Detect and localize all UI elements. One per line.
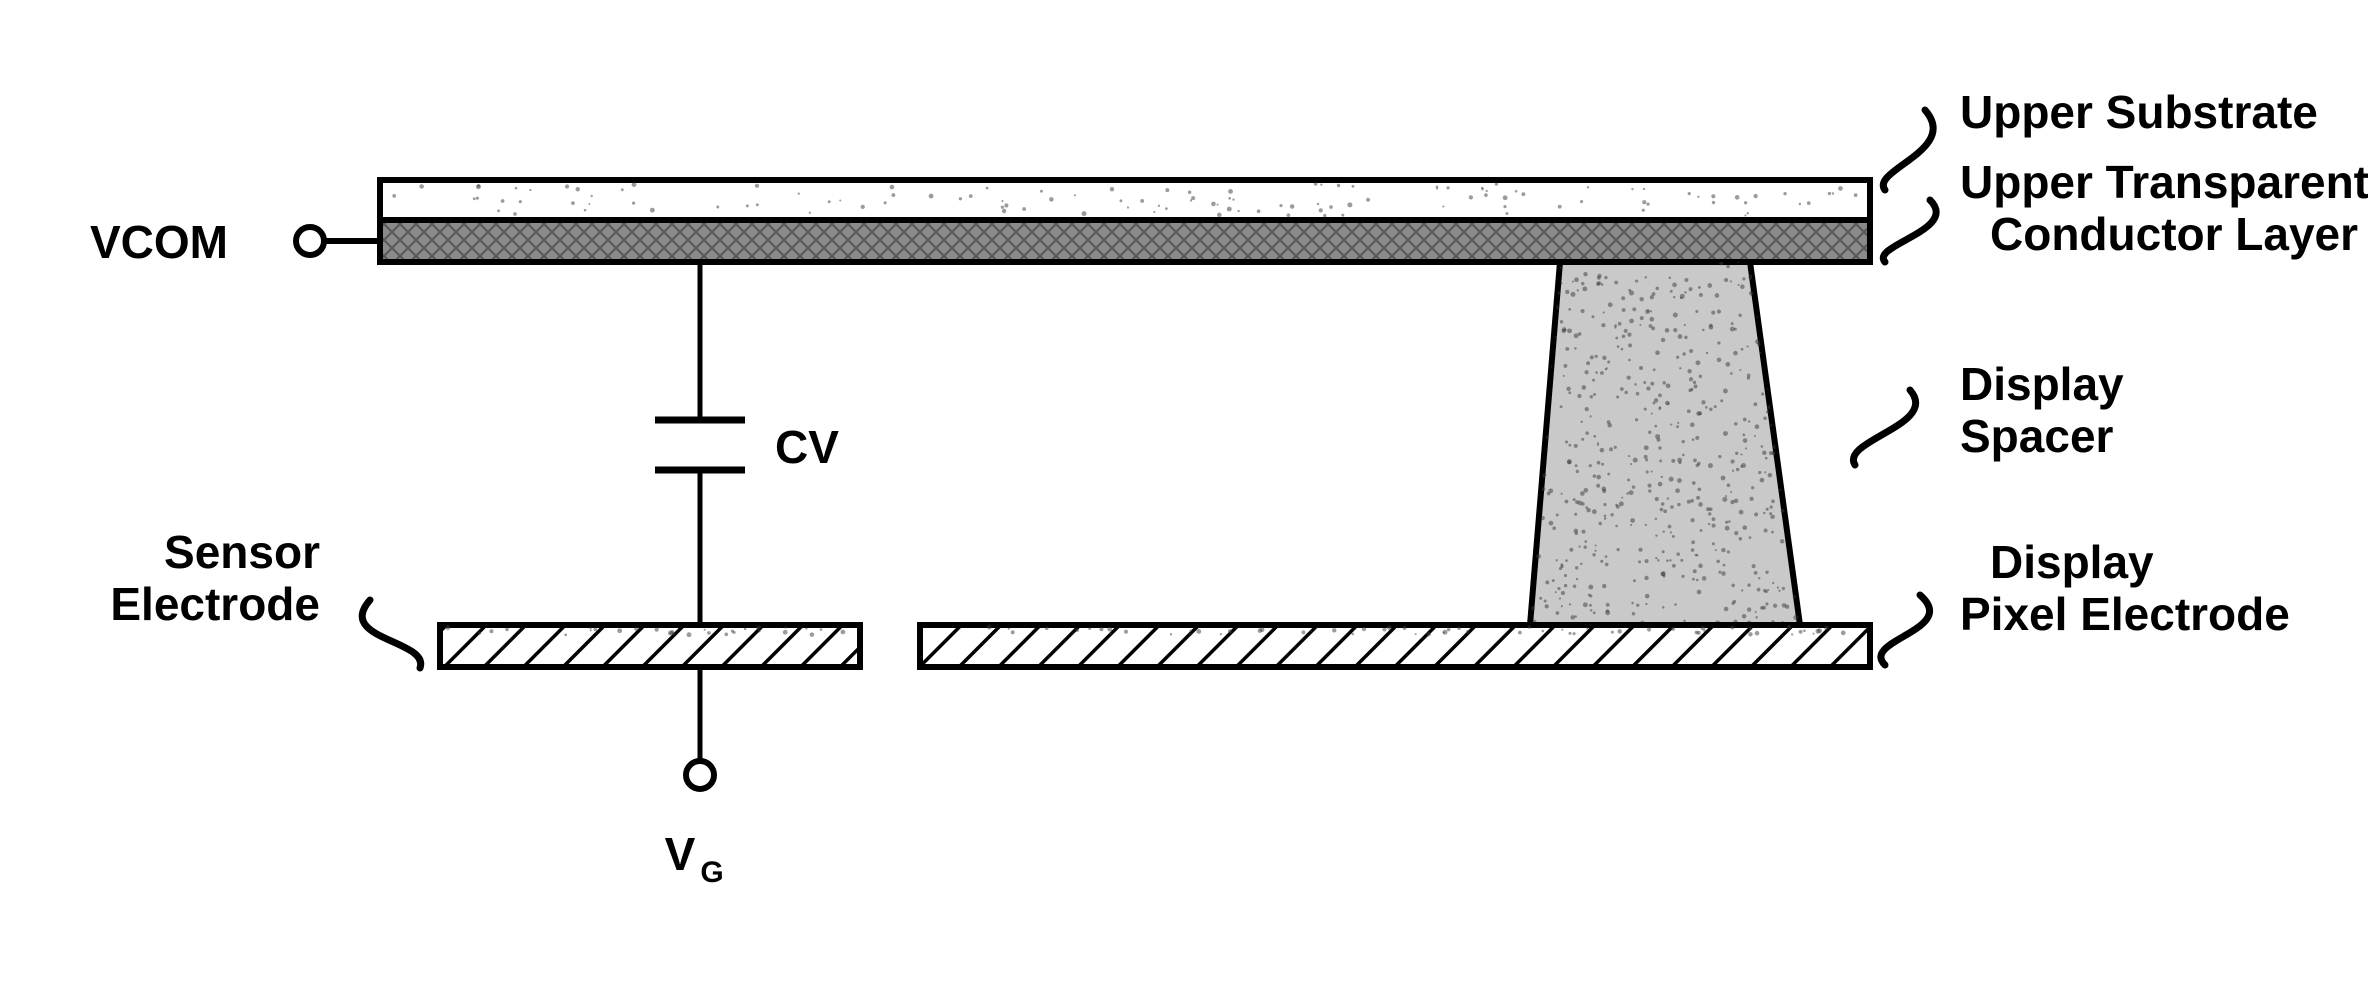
vcom-label: VCOM — [90, 216, 228, 268]
leader-pixel — [1881, 595, 1930, 665]
leader-conductor — [1883, 200, 1936, 262]
vcom-terminal — [296, 227, 380, 255]
vg-label-g: G — [700, 856, 723, 889]
pixel-label-2: Pixel Electrode — [1960, 588, 2290, 640]
conductor-label-2: Conductor Layer — [1990, 208, 2358, 260]
spacer-label-1: Display — [1960, 358, 2124, 410]
display-spacer — [1528, 261, 1802, 626]
spacer-label-2: Spacer — [1960, 410, 2114, 462]
pixel-label-1: Display — [1990, 536, 2154, 588]
leader-upper_substrate — [1883, 110, 1933, 190]
sensor-label-1: Sensor — [164, 526, 320, 578]
capacitor-cv — [655, 262, 745, 761]
conductor-label-1: Upper Transparent — [1960, 156, 2368, 208]
sensor-electrode — [440, 625, 860, 667]
cv-label: CV — [775, 421, 839, 473]
upper-substrate-label: Upper Substrate — [1960, 86, 2318, 138]
display-pixel-electrode — [920, 625, 1870, 667]
leader-sensor — [362, 600, 421, 668]
vg-label-v: V — [665, 828, 696, 880]
vg-label: VG — [665, 828, 724, 889]
leader-spacer — [1853, 390, 1915, 465]
vg-terminal — [686, 761, 714, 789]
upper-substrate — [380, 180, 1870, 220]
sensor-label-2: Electrode — [110, 578, 320, 630]
upper-transparent-conductor-layer — [380, 220, 1870, 262]
